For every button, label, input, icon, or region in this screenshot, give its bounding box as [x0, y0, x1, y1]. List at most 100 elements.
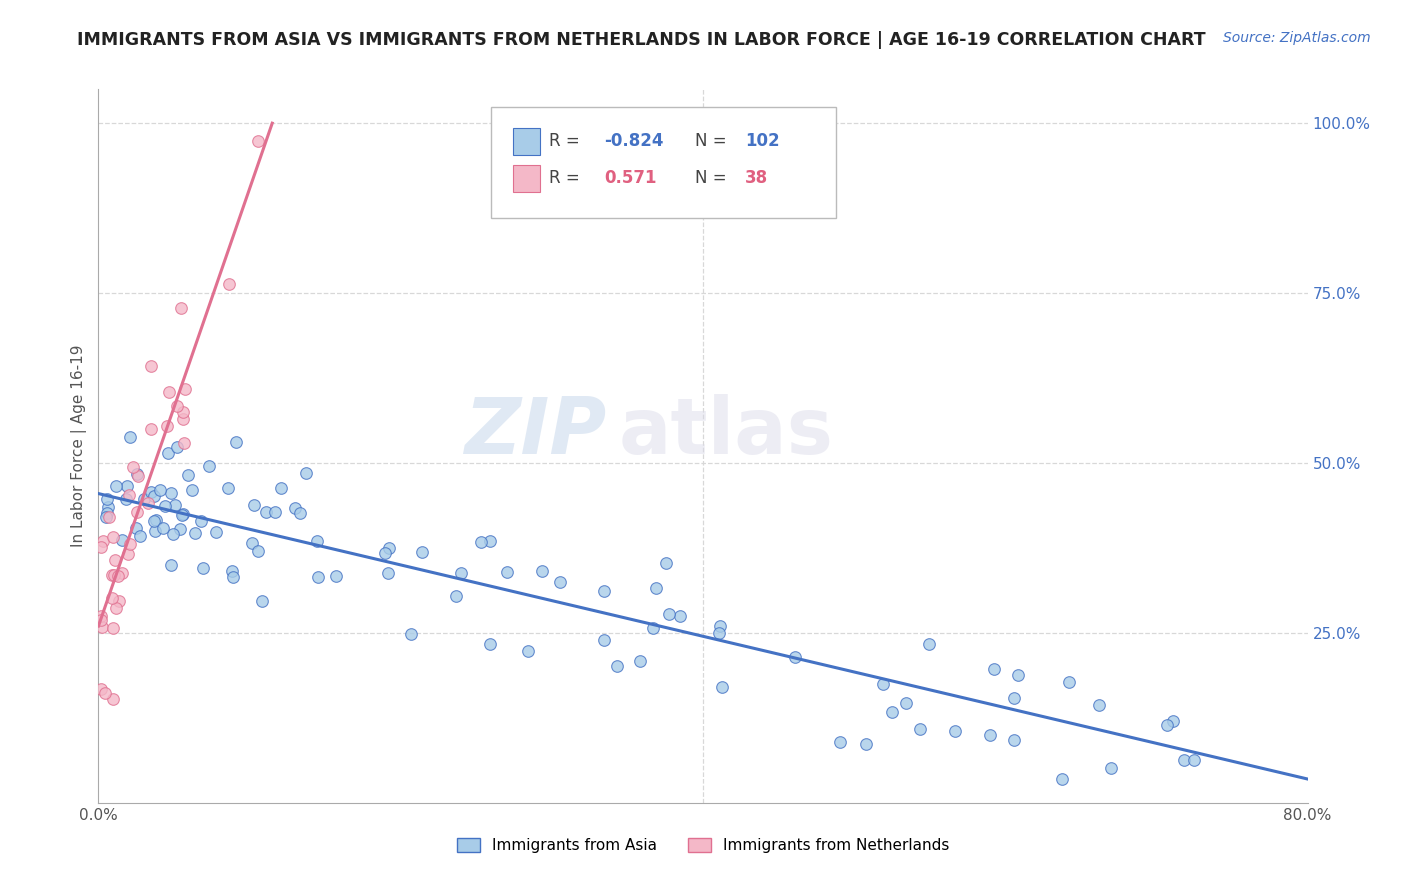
Point [205, 524, 228, 539]
Point [118, 536, 141, 550]
Text: atlas: atlas [619, 393, 834, 470]
Point [908, 723, 931, 737]
Point [153, 499, 176, 513]
Point [98, 509, 121, 524]
Point [160, 558, 183, 572]
Text: R =: R = [550, 132, 585, 150]
Point [143, 524, 166, 538]
Point [96, 491, 118, 506]
Point [108, 594, 131, 608]
Point [160, 485, 183, 500]
Point [264, 504, 287, 518]
Point [828, 734, 851, 748]
Point [250, 593, 273, 607]
Point [516, 644, 538, 658]
Point [103, 568, 125, 582]
Point [104, 600, 127, 615]
Point [172, 411, 194, 425]
Point [191, 560, 214, 574]
Point [132, 492, 155, 507]
Point [139, 485, 162, 500]
Point [90, 614, 112, 628]
Text: 38: 38 [745, 169, 769, 187]
Point [181, 483, 204, 498]
Text: R =: R = [550, 169, 591, 187]
Point [450, 566, 472, 581]
Point [169, 522, 191, 536]
Point [254, 505, 277, 519]
Point [270, 481, 292, 495]
Point [399, 627, 422, 641]
Point [156, 419, 179, 434]
Point [377, 566, 399, 580]
Point [91, 534, 114, 549]
Text: 0.571: 0.571 [603, 169, 657, 187]
Point [103, 530, 125, 544]
Point [294, 466, 316, 480]
Point [122, 459, 145, 474]
Point [855, 737, 877, 751]
Bar [513, 128, 540, 155]
Point [894, 697, 917, 711]
Point [288, 506, 311, 520]
FancyBboxPatch shape [492, 107, 837, 218]
Point [1184, 753, 1206, 767]
Text: IMMIGRANTS FROM ASIA VS IMMIGRANTS FROM NETHERLANDS IN LABOR FORCE | AGE 16-19 C: IMMIGRANTS FROM ASIA VS IMMIGRANTS FROM … [77, 31, 1206, 49]
Point [709, 626, 731, 640]
Point [1156, 718, 1178, 732]
Point [643, 621, 665, 635]
Point [111, 533, 134, 547]
Point [217, 481, 239, 495]
Point [172, 507, 194, 521]
Point [143, 489, 166, 503]
Point [157, 446, 180, 460]
Point [709, 619, 731, 633]
Point [710, 680, 733, 694]
Point [1161, 714, 1184, 729]
Point [90, 682, 112, 697]
Point [190, 514, 212, 528]
Text: ZIP: ZIP [464, 393, 606, 470]
Point [103, 621, 125, 635]
Point [284, 500, 307, 515]
Point [246, 134, 269, 148]
Point [411, 545, 433, 559]
Point [91, 619, 114, 633]
Point [1002, 733, 1025, 747]
Point [305, 533, 328, 548]
Point [979, 727, 1001, 741]
Point [173, 436, 195, 450]
Point [917, 637, 939, 651]
Point [479, 636, 502, 650]
Point [880, 705, 903, 719]
Point [218, 277, 240, 292]
Point [605, 658, 627, 673]
Point [470, 535, 492, 549]
Point [141, 422, 163, 436]
Point [127, 467, 149, 481]
Point [174, 382, 197, 396]
Point [246, 544, 269, 558]
Point [107, 569, 129, 583]
Point [479, 533, 502, 548]
Point [101, 567, 124, 582]
Point [669, 608, 692, 623]
Point [374, 546, 396, 560]
Text: Source: ZipAtlas.com: Source: ZipAtlas.com [1223, 31, 1371, 45]
Point [1099, 761, 1122, 775]
Point [127, 505, 149, 519]
Point [115, 492, 138, 507]
Point [152, 521, 174, 535]
Point [872, 677, 894, 691]
Point [125, 521, 148, 535]
Point [118, 488, 141, 502]
Point [157, 384, 180, 399]
Point [120, 430, 142, 444]
Point [128, 528, 150, 542]
Point [117, 547, 139, 561]
Point [162, 527, 184, 541]
Point [644, 582, 666, 596]
Point [1173, 753, 1195, 767]
Point [378, 541, 401, 556]
Point [94, 686, 117, 700]
